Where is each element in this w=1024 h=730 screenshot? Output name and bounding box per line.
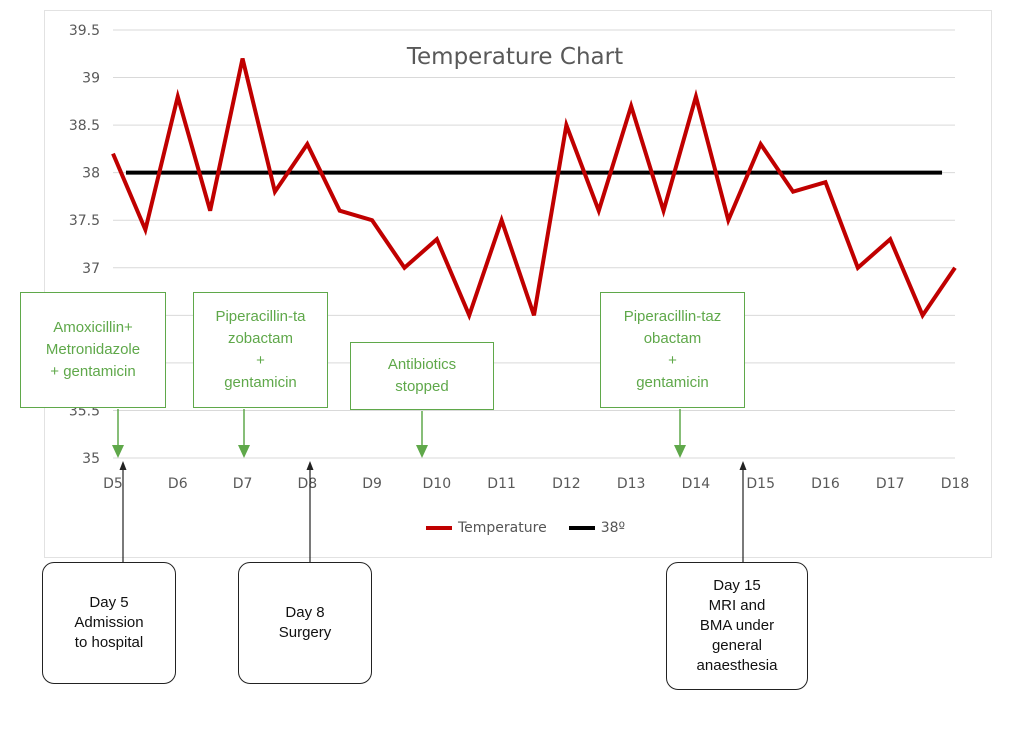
x-tick-label: D5 <box>103 476 123 492</box>
treatment-box-piperacillin-1: Piperacillin-ta zobactam + gentamicin <box>193 292 328 408</box>
annotation-arrows <box>112 409 747 562</box>
chart-legend: Temperature 38º <box>426 516 647 540</box>
event-arrowhead <box>119 461 127 470</box>
legend-label-temperature: Temperature <box>458 520 547 536</box>
event-arrowhead <box>739 461 747 470</box>
treatment-arrowhead <box>674 445 686 458</box>
x-tick-label: D15 <box>746 476 775 492</box>
y-tick-label: 35 <box>82 451 100 467</box>
x-tick-label: D18 <box>941 476 970 492</box>
event-box-admission: Day 5 Admission to hospital <box>42 562 176 684</box>
event-box-mri-bma: Day 15 MRI and BMA under general anaesth… <box>666 562 808 690</box>
event-arrowhead <box>306 461 314 470</box>
x-tick-label: D17 <box>876 476 905 492</box>
x-tick-label: D9 <box>362 476 382 492</box>
legend-swatch-temperature <box>426 526 452 530</box>
legend-item-threshold: 38º <box>568 520 626 536</box>
legend-label-threshold: 38º <box>600 520 626 536</box>
x-tick-label: D7 <box>233 476 253 492</box>
treatment-box-piperacillin-2: Piperacillin-taz obactam + gentamicin <box>600 292 745 408</box>
y-tick-label: 38 <box>82 166 100 182</box>
x-tick-label: D13 <box>617 476 646 492</box>
x-tick-label: D11 <box>487 476 516 492</box>
treatment-box-antibiotics-stopped: Antibiotics stopped <box>350 342 494 410</box>
y-tick-label: 38.5 <box>69 118 100 134</box>
legend-item-temperature: Temperature <box>426 520 547 536</box>
chart-title: Temperature Chart <box>406 44 623 70</box>
y-tick-label: 39.5 <box>69 23 100 39</box>
treatment-arrowhead <box>112 445 124 458</box>
treatment-box-amoxicillin: Amoxicillin+ Metronidazole + gentamicin <box>20 292 166 408</box>
legend-swatch-threshold <box>568 526 595 530</box>
treatment-arrowhead <box>238 445 250 458</box>
x-tick-label: D14 <box>682 476 711 492</box>
x-axis-ticks: D5 D6 D7 D8 D9 D10 D11 D12 D13 D14 D15 D16 D17 D18 <box>103 476 969 492</box>
chart-frame <box>44 10 992 558</box>
x-tick-label: D6 <box>168 476 188 492</box>
x-tick-label: D16 <box>811 476 840 492</box>
y-tick-label: 37.5 <box>69 213 100 229</box>
temperature-line <box>111 58 957 321</box>
x-tick-label: D12 <box>552 476 581 492</box>
y-tick-label: 37 <box>82 261 100 277</box>
treatment-arrowhead <box>416 445 428 458</box>
y-tick-label: 39 <box>82 71 100 87</box>
event-box-surgery: Day 8 Surgery <box>238 562 372 684</box>
x-tick-label: D8 <box>297 476 317 492</box>
series-layer <box>111 58 957 321</box>
x-tick-label: D10 <box>423 476 452 492</box>
